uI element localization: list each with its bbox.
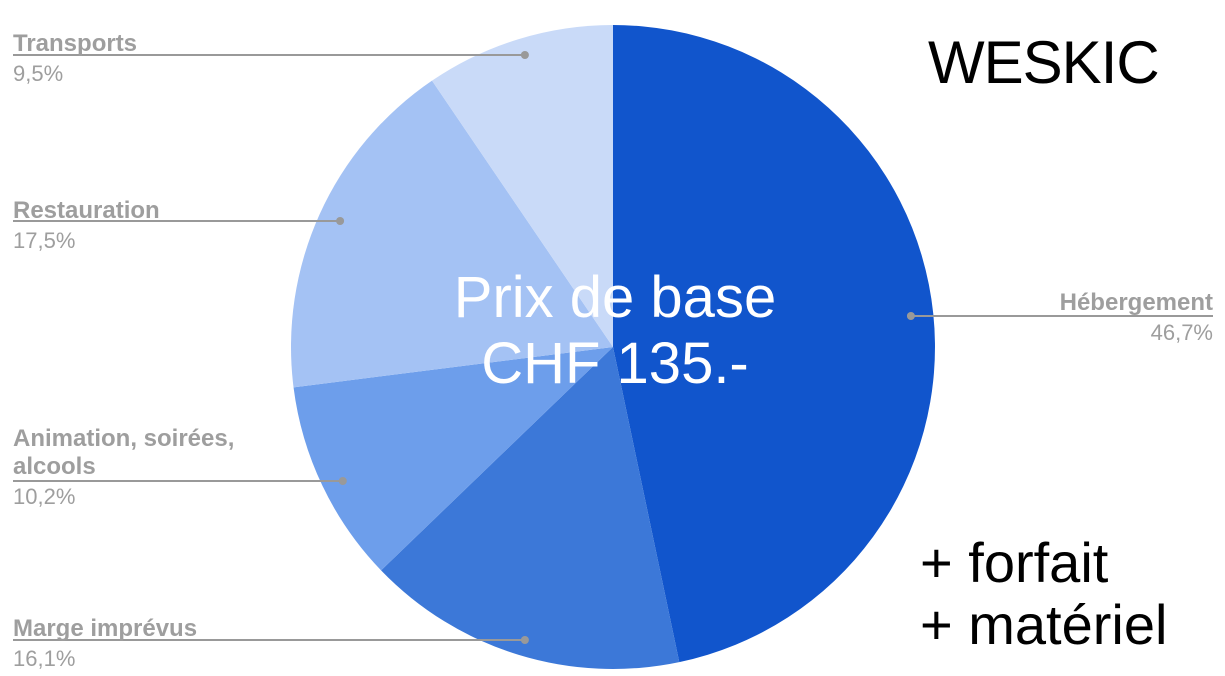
leader-dot-2 (338, 477, 347, 485)
pie-slice-1 (381, 347, 680, 669)
leader-dot-4 (520, 51, 529, 59)
slice-label-2: Animation, soirées, (13, 425, 234, 452)
extras-line2: + matériel (920, 593, 1168, 656)
slice-label-2: alcools (13, 453, 96, 480)
slice-percent-1: 16,1% (13, 646, 75, 671)
extras-note: + forfait + matériel (920, 532, 1167, 656)
slice-label-1: Marge imprévus (13, 615, 197, 642)
leader-dot-1 (520, 636, 529, 644)
pie-slice-4 (432, 25, 613, 347)
slice-percent-0: 46,7% (1151, 320, 1213, 345)
slice-labels: Hébergement 46,7% Marge imprévus 16,1% Anima… (13, 30, 1213, 671)
brand-title: WESKIC (928, 29, 1160, 96)
leader-dot-0 (906, 312, 915, 320)
slice-label-0: Hébergement (1060, 289, 1213, 316)
center-caption-line1: Prix de base (453, 265, 777, 330)
slice-percent-3: 17,5% (13, 228, 75, 253)
leader-dot-3 (336, 217, 345, 225)
center-caption-line2: CHF 135.- (481, 331, 749, 396)
center-caption: Prix de base CHF 135.- (385, 265, 845, 397)
leader-lines (13, 51, 1213, 644)
slice-percent-2: 10,2% (13, 484, 75, 509)
slice-label-4: Transports (13, 30, 137, 57)
extras-line1: + forfait (920, 531, 1109, 594)
pie-slice-0 (613, 25, 935, 663)
pie-slices (291, 25, 935, 669)
pie-slice-2 (293, 347, 613, 571)
slice-label-3: Restauration (13, 197, 160, 224)
pie-slice-3 (291, 80, 613, 388)
slice-percent-4: 9,5% (13, 61, 63, 86)
